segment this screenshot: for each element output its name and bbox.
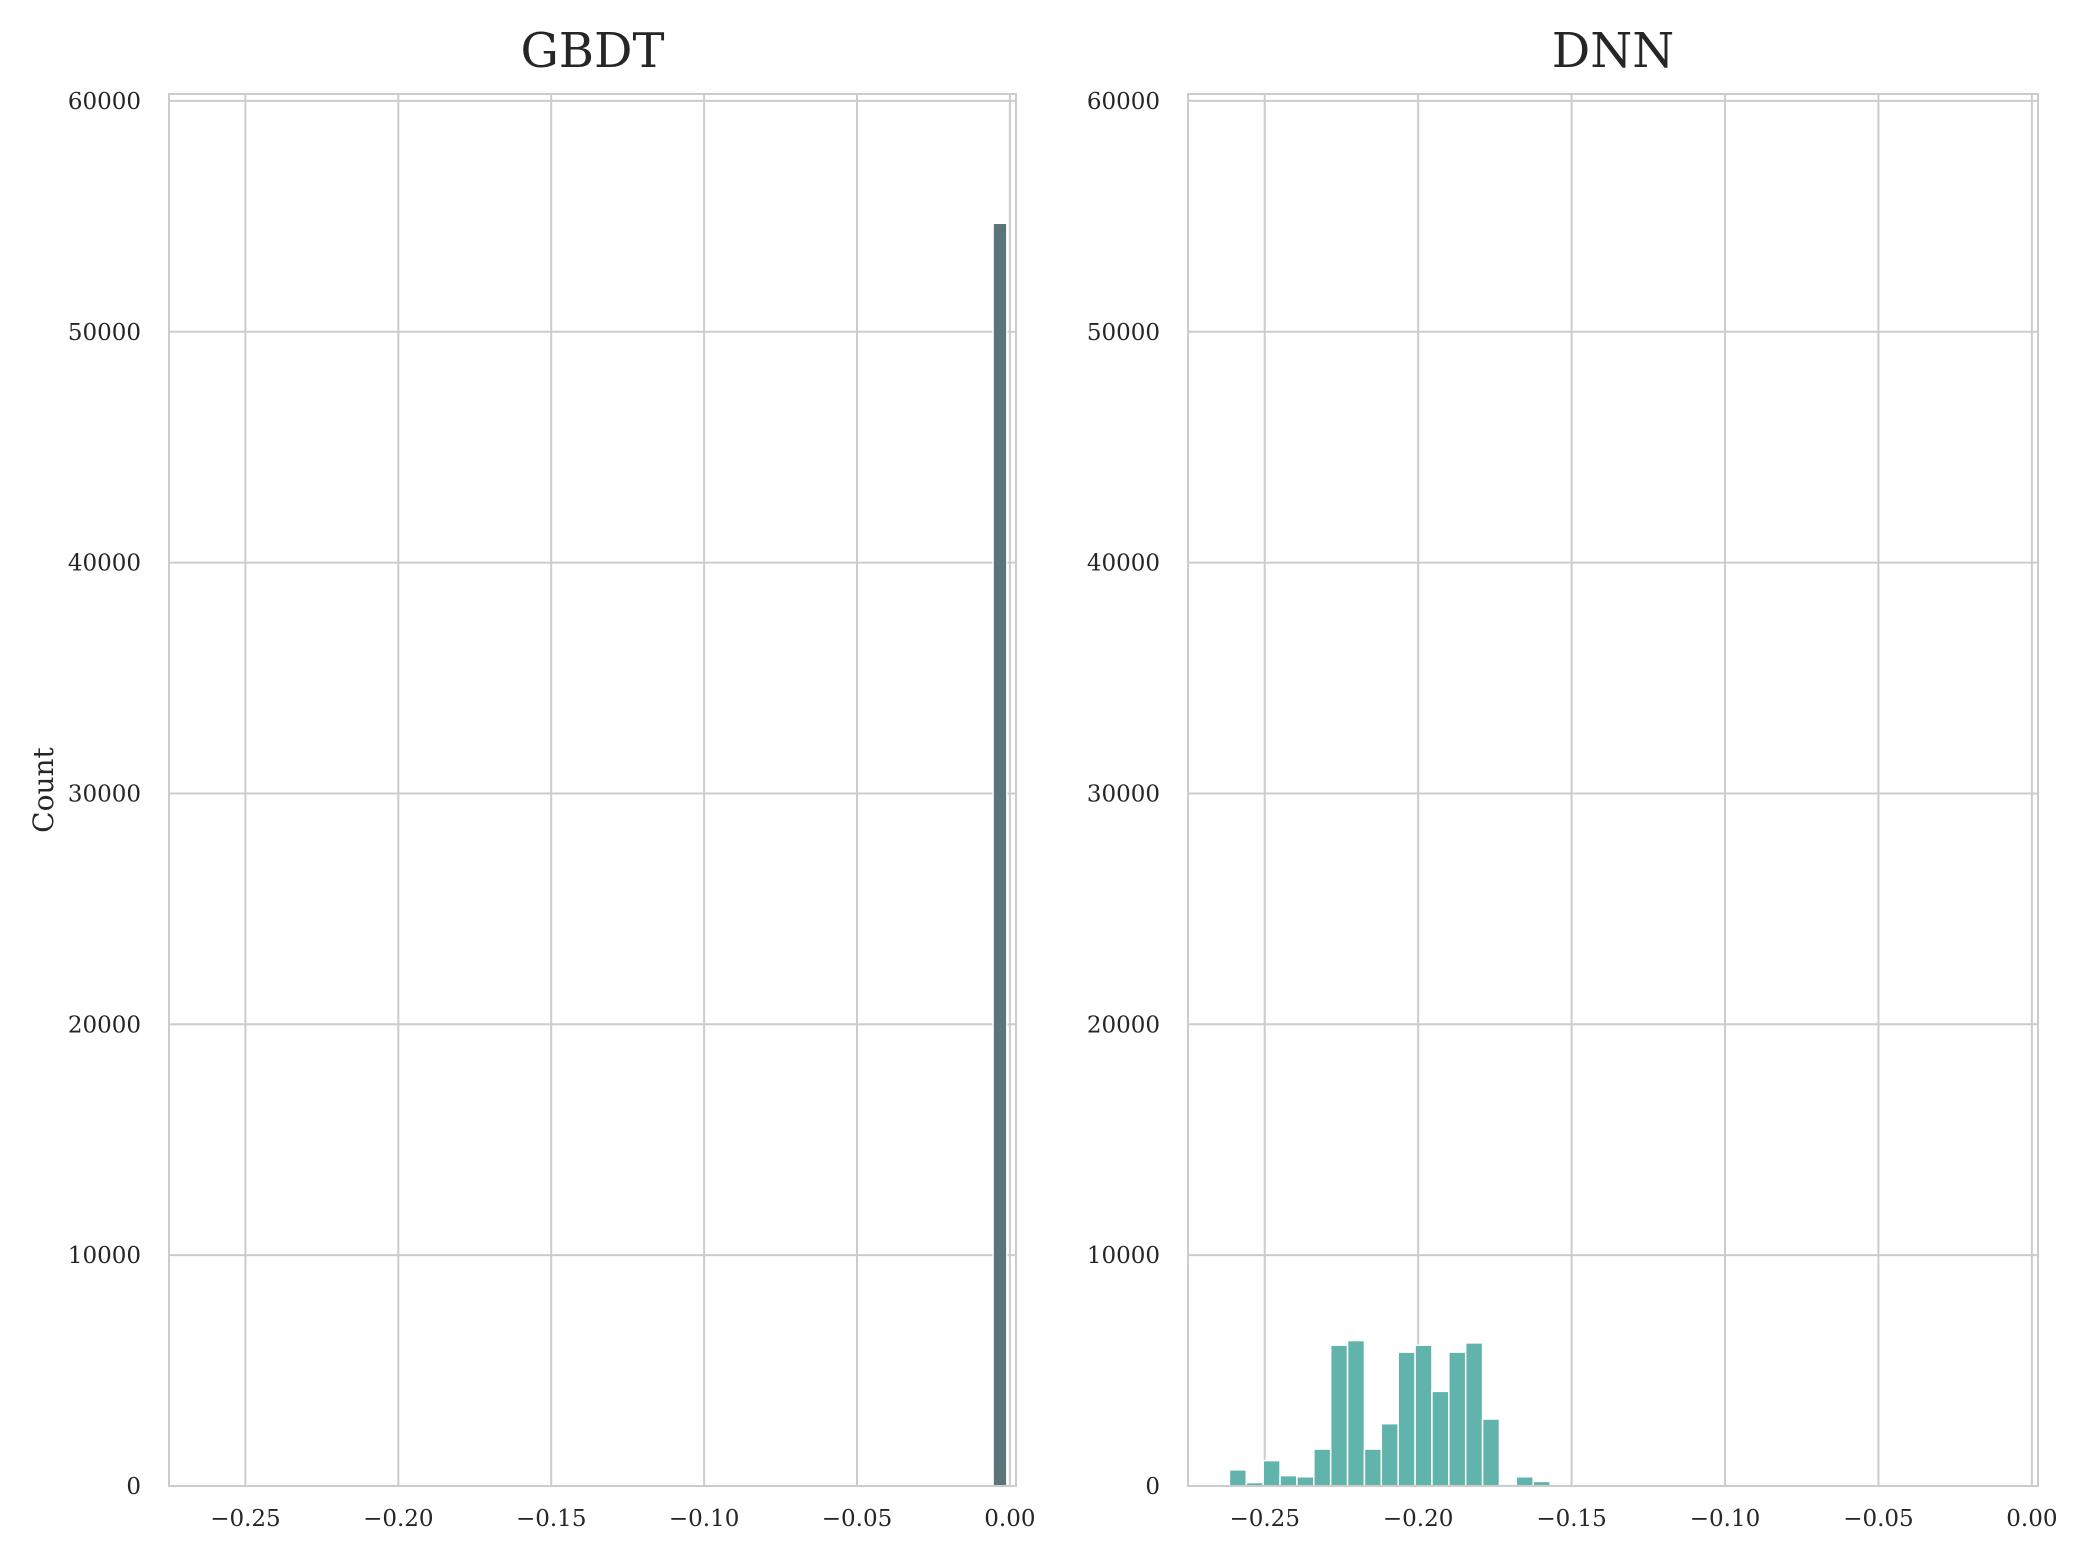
y-tick-label: 60000 (68, 89, 141, 115)
histogram-bar (1380, 1422, 1399, 1487)
histogram-bar (1262, 1459, 1281, 1487)
x-tick-label: −0.20 (363, 1506, 433, 1532)
x-tick-label: −0.15 (1536, 1506, 1606, 1532)
histogram-bar (1414, 1344, 1433, 1487)
histogram-bar (1448, 1351, 1467, 1487)
x-tick-label: 0.00 (984, 1506, 1035, 1532)
y-tick-label: 10000 (68, 1243, 141, 1269)
y-tick-label: 30000 (68, 781, 141, 807)
y-tick-label: 0 (1145, 1474, 1160, 1500)
x-tick-label: −0.05 (1843, 1506, 1913, 1532)
x-tick-label: −0.15 (516, 1506, 586, 1532)
y-tick-label: 50000 (1087, 320, 1160, 346)
histogram-bar (1397, 1351, 1416, 1487)
y-axis-label: Count (27, 746, 60, 832)
chart-panel-dnn: −0.25 −0.20 −0.15 −0.10 −0.05 0.00 0 10000 20000… (1087, 23, 2058, 1532)
y-tick-label: 60000 (1087, 89, 1160, 115)
y-tick-label: 20000 (1087, 1012, 1160, 1038)
x-tick-label: −0.25 (1229, 1506, 1299, 1532)
histogram-bar (1329, 1344, 1349, 1487)
x-tick-label: −0.05 (822, 1506, 892, 1532)
chart-title: DNN (1552, 23, 1674, 79)
histogram-bar (992, 222, 1008, 1487)
x-tick-label: −0.10 (669, 1506, 739, 1532)
histogram-bar (1515, 1476, 1534, 1487)
histogram-bar (1313, 1448, 1332, 1487)
plot-frame (168, 93, 1017, 1487)
histogram-bar (1363, 1448, 1383, 1487)
x-tick-label: −0.25 (210, 1506, 280, 1532)
plot-frame (1187, 93, 2039, 1487)
histogram-bar (1296, 1476, 1315, 1487)
y-tick-label: 20000 (68, 1012, 141, 1038)
chart-title: GBDT (520, 23, 664, 79)
y-tick-label: 50000 (68, 320, 141, 346)
histogram-bar (1228, 1469, 1248, 1487)
y-tick-label: 10000 (1087, 1243, 1160, 1269)
y-tick-label: 40000 (1087, 551, 1160, 577)
y-tick-label: 40000 (68, 551, 141, 577)
y-tick-label: 0 (126, 1474, 141, 1500)
histogram-bar (1481, 1418, 1501, 1487)
y-tick-label: 30000 (1087, 781, 1160, 807)
chart-panel-gbdt: −0.25 −0.20 −0.15 −0.10 −0.05 0.00 0 10000 20000… (27, 23, 1035, 1532)
histogram-bar (1464, 1342, 1484, 1487)
histogram-bar (1346, 1339, 1366, 1487)
histogram-bar (1431, 1390, 1450, 1487)
x-tick-label: −0.20 (1383, 1506, 1453, 1532)
x-tick-label: −0.10 (1690, 1506, 1760, 1532)
x-tick-label: 0.00 (2006, 1506, 2057, 1532)
histogram-bar (1279, 1474, 1298, 1487)
